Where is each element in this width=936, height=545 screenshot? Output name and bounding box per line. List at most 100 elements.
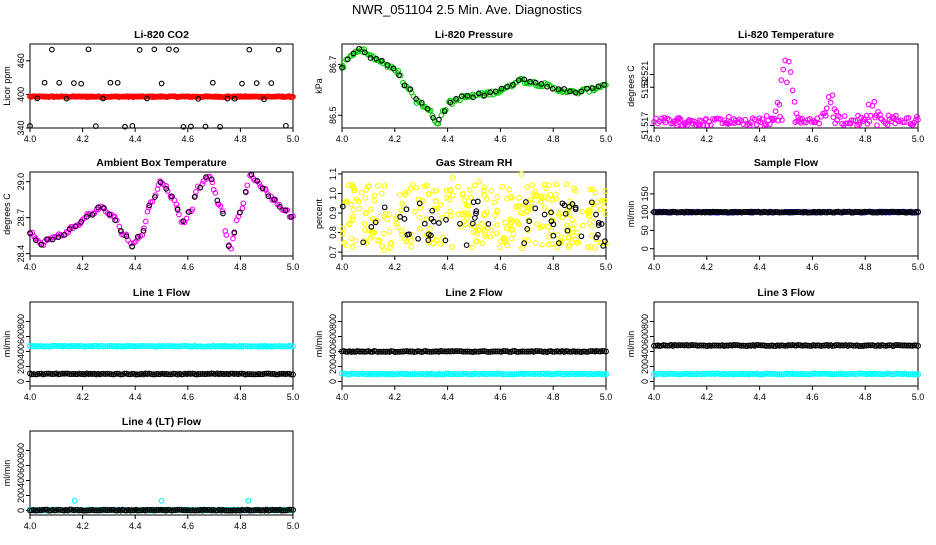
data-point-cyan [142,343,149,350]
data-point-rh [460,191,466,198]
panel-title: Li-820 Temperature [738,29,834,41]
data-point-cyan [873,370,880,377]
plot-frame [653,43,919,129]
data-point-cyan [875,370,882,377]
data-point-rh [507,216,514,223]
data-point-black [254,507,261,514]
data-point-rh [432,198,439,204]
data-point-temperature [756,115,763,122]
data-point-black [846,342,853,349]
x-tick-label: 4.6 [182,262,195,272]
data-point-standards [492,88,499,95]
data-point-black [342,348,349,355]
panel-title: Line 3 Flow [757,287,815,299]
data-point-cyan [163,343,170,350]
data-point-rh [470,229,477,236]
panel-title: Ambient Box Temperature [96,157,227,169]
data-point-cyan [859,370,866,377]
data-point-outline [751,208,758,215]
data-point-box-temperature [239,205,246,212]
data-point-cyan [793,371,800,378]
data-point-rh [502,238,509,244]
data-point-cyan [252,343,259,350]
data-point-black [791,342,798,349]
data-point-rh [399,228,405,235]
data-point-black [263,370,270,377]
x-tick-label: 4.8 [547,392,560,402]
data-point-black [212,507,219,514]
data-point-standards [472,215,478,221]
data-point-rh [368,206,374,213]
data-point-standards [567,88,573,95]
data-point-black [861,342,868,349]
y-tick-label: 200 [16,488,26,503]
data-point-rh [482,233,488,240]
data-point-temperature [759,116,766,123]
data-point-cyan [233,343,240,350]
x-tick-label: 4.0 [648,134,661,144]
data-point-temperature [780,66,787,73]
data-point-cyan [551,371,558,377]
data-point-rh [493,230,500,237]
data-point-black [170,507,177,514]
x-tick-label: 4.0 [648,392,661,402]
data-point-cyan [127,343,134,350]
x-tick-label: 4.0 [336,262,349,272]
plot-frame [29,430,294,516]
data-point-rh [410,182,416,188]
data-point-standards [237,209,243,216]
data-point-rh [541,181,548,188]
data-point-pressure [470,91,476,98]
data-point-black [227,507,234,514]
data-point-standards [367,55,374,61]
y-tick-label: 0 [328,379,338,384]
x-tick-label: 4.6 [494,262,507,272]
data-point-cyan [818,370,825,377]
data-point-black [42,506,49,513]
data-point-temperature [791,99,798,105]
data-point-black [204,506,211,513]
plot-frame [29,43,294,129]
data-point-black [161,371,168,377]
data-point-cyan [240,343,247,350]
panel-1: Li-820 CO2 Licor ppm 4.0 4.2 4.4 4.6 4.8 5.0 340… [2,29,299,144]
panel-title: Sample Flow [754,157,819,169]
x-tick-label: 4.2 [701,134,714,144]
data-point-standards [66,226,73,232]
data-point-black [180,507,187,514]
data-point-cyan [437,371,444,378]
data-point-rh [450,175,456,181]
data-point-rh [449,244,455,250]
data-point-standards [401,216,408,222]
data-point-black [27,507,33,514]
data-point-standards [208,176,215,183]
data-point-cyan [593,370,600,377]
data-point-box-temperature [219,208,226,214]
x-tick-label: 5.0 [287,392,300,402]
data-point-rh [437,240,444,247]
data-point-rh [370,229,377,236]
data-point-black [915,342,921,349]
data-point-box-temperature [142,218,149,225]
data-point-cyan [148,343,155,350]
data-point-rh [602,188,609,194]
data-point-cyan [821,370,828,377]
data-point-temperature [867,112,874,119]
data-point-temperature [674,115,681,121]
data-point-temperature [776,101,783,108]
data-point-black [460,348,467,355]
y-tick-label: 400 [16,473,26,488]
data-point-black [462,348,469,355]
data-point-black [696,342,703,349]
data-point-black [72,506,79,513]
data-point-box-temperature [223,232,230,238]
data-point-standards [485,221,492,227]
data-point-outline [673,209,680,216]
data-point-standards [202,123,209,130]
x-tick-label: 4.6 [182,392,195,402]
x-tick-label: 4.6 [806,134,819,144]
data-point-black [252,507,259,513]
data-point-cyan [801,371,807,378]
data-point-cyan [785,371,792,377]
data-point-standards [114,79,121,86]
